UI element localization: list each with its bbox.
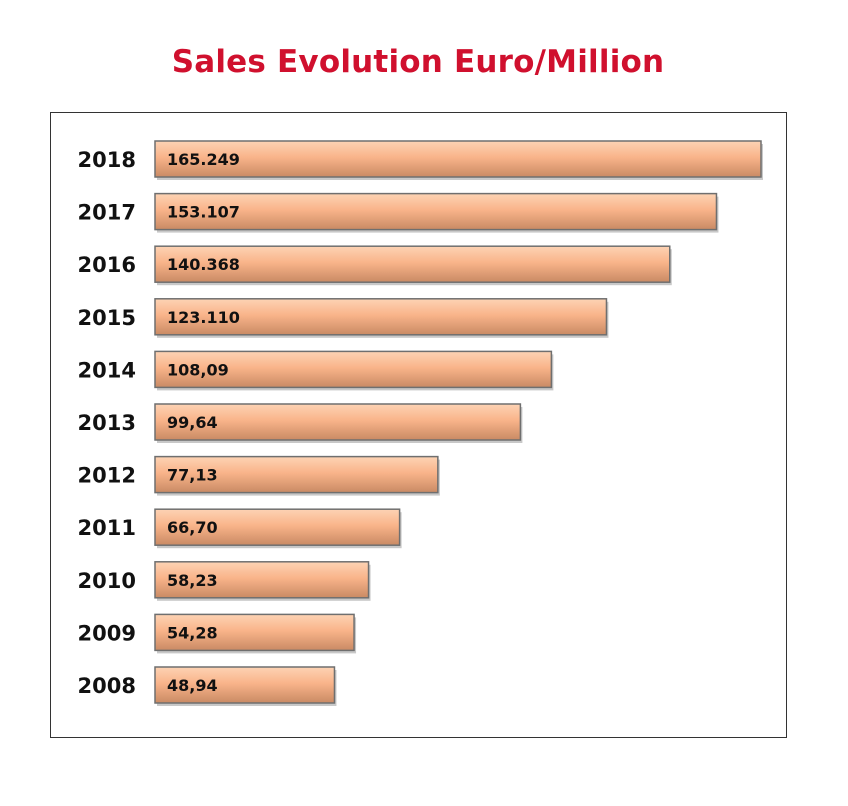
- year-label-2015: 2015: [78, 306, 136, 330]
- bar-2012: [154, 455, 439, 494]
- chart-title: Sales Evolution Euro/Million: [171, 44, 665, 80]
- bar-2016: [154, 245, 671, 283]
- value-label-2009: 54,28: [167, 623, 218, 642]
- year-label-2014: 2014: [78, 358, 136, 382]
- value-label-2015: 123.110: [167, 308, 240, 327]
- value-label-2010: 58,23: [167, 571, 218, 590]
- value-label-2016: 140.368: [167, 255, 240, 274]
- value-label-2018: 165.249: [167, 150, 240, 169]
- value-label-2011: 66,70: [167, 518, 218, 537]
- bar-2010: [154, 561, 370, 599]
- bar-2008: [154, 666, 336, 704]
- year-label-2008: 2008: [78, 674, 136, 698]
- bar-2017: [154, 192, 718, 231]
- bar-2009: [154, 613, 355, 652]
- year-label-2016: 2016: [78, 253, 136, 277]
- value-label-2012: 77,13: [167, 466, 218, 485]
- value-label-2013: 99,64: [167, 413, 218, 432]
- year-label-2009: 2009: [78, 621, 136, 645]
- bar-2015: [154, 298, 608, 336]
- year-label-2013: 2013: [78, 411, 136, 435]
- year-label-2018: 2018: [78, 148, 136, 172]
- bar-2018: [154, 140, 762, 178]
- value-label-2014: 108,09: [167, 360, 229, 379]
- year-label-2017: 2017: [78, 201, 136, 225]
- bars-group: 2018 165.249 2017 153.107 2016 140.368 2015 123…: [78, 140, 763, 706]
- year-label-2012: 2012: [78, 464, 136, 488]
- value-label-2017: 153.107: [167, 203, 240, 222]
- bar-2014: [154, 350, 553, 389]
- year-label-2011: 2011: [78, 516, 136, 540]
- bar-2011: [154, 508, 401, 546]
- year-label-2010: 2010: [78, 569, 136, 593]
- bar-2013: [154, 403, 522, 441]
- value-label-2008: 48,94: [167, 676, 218, 695]
